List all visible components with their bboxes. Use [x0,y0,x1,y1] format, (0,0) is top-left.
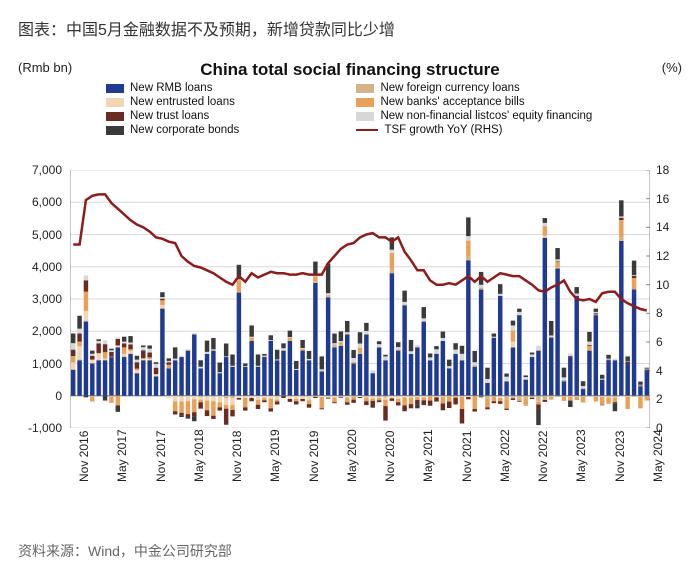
y2-tick: 8 [656,307,682,319]
x-tick: May 2018 [192,429,206,482]
x-tick-labels: Nov 2016 May 2017 Nov 2017 May 2018 Nov 2018… [70,432,650,520]
y1-tick: 7,000 [18,164,62,176]
y2-tick: 14 [656,221,682,233]
x-tick: May 2017 [115,429,129,482]
legend-label: New RMB loans [130,82,212,94]
x-tick: May 2022 [498,429,512,482]
legend-item: New banks' acceptance bills [356,96,632,108]
legend-box-swatch [106,126,124,135]
y2-tick: 12 [656,250,682,262]
y2-tick: 6 [656,336,682,348]
legend-label: New banks' acceptance bills [380,96,524,108]
y2-tick: 16 [656,193,682,205]
legend-item: New trust loans [106,110,356,122]
x-tick: Nov 2019 [307,431,321,482]
x-tick: Nov 2023 [613,431,627,482]
x-tick: May 2019 [268,429,282,482]
legend-label: New trust loans [130,110,209,122]
page-root: 图表：中国5月金融数据不及预期，新增贷款同比少增 (Rmb bn) (%) Ch… [0,0,700,571]
y1-tick: 6,000 [18,196,62,208]
legend-box-swatch [106,112,124,121]
y2-tick: 18 [656,164,682,176]
chart-title: China total social financing structure [18,60,682,80]
y1-tick: -1,000 [18,422,62,434]
x-tick: Nov 2021 [460,431,474,482]
y1-tick-labels: -1,00001,0002,0003,0004,0005,0006,0007,0… [18,170,66,428]
legend-item: New non-financial listcos' equity financ… [356,110,632,122]
source-text: 资料来源：Wind，中金公司研究部 [18,541,232,561]
legend-label: New foreign currency loans [380,82,519,94]
x-tick: Nov 2022 [536,431,550,482]
legend-label: New entrusted loans [130,96,235,108]
y2-tick: 4 [656,365,682,377]
legend-item: New foreign currency loans [356,82,632,94]
x-tick: May 2021 [421,429,435,482]
x-tick: Nov 2018 [230,431,244,482]
y2-tick-labels: 024681012141618 [652,170,682,428]
y2-tick: 10 [656,279,682,291]
x-tick: Nov 2017 [154,431,168,482]
plot-area [70,170,650,428]
legend-box-swatch [356,84,374,93]
legend-box-swatch [106,84,124,93]
chart-area: (Rmb bn) (%) China total social financin… [18,60,682,520]
page-title-cn: 图表：中国5月金融数据不及预期，新增贷款同比少增 [18,16,682,40]
y1-tick: 3,000 [18,293,62,305]
legend-box-swatch [106,98,124,107]
legend-item: New RMB loans [106,82,356,94]
legend-item: TSF growth YoY (RHS) [356,124,632,136]
legend-label: TSF growth YoY (RHS) [384,124,502,136]
legend-item: New entrusted loans [106,96,356,108]
y1-tick: 0 [18,390,62,402]
x-tick: Nov 2020 [383,431,397,482]
legend-box-swatch [356,112,374,121]
y1-tick: 5,000 [18,229,62,241]
y1-tick: 1,000 [18,358,62,370]
y1-tick: 4,000 [18,261,62,273]
x-tick: Nov 2016 [77,431,91,482]
y2-tick: 2 [656,393,682,405]
legend-box-swatch [356,98,374,107]
x-tick: May 2020 [345,429,359,482]
legend-label: New non-financial listcos' equity financ… [380,110,592,122]
chart-legend: New RMB loans New foreign currency loans N… [106,82,632,136]
legend-label: New corporate bonds [130,124,239,136]
legend-item: New corporate bonds [106,124,356,136]
y1-tick: 2,000 [18,325,62,337]
x-tick: May 2023 [574,429,588,482]
plot-svg [70,170,650,428]
legend-line-swatch [356,129,378,131]
x-tick: May 2024 [651,429,665,482]
